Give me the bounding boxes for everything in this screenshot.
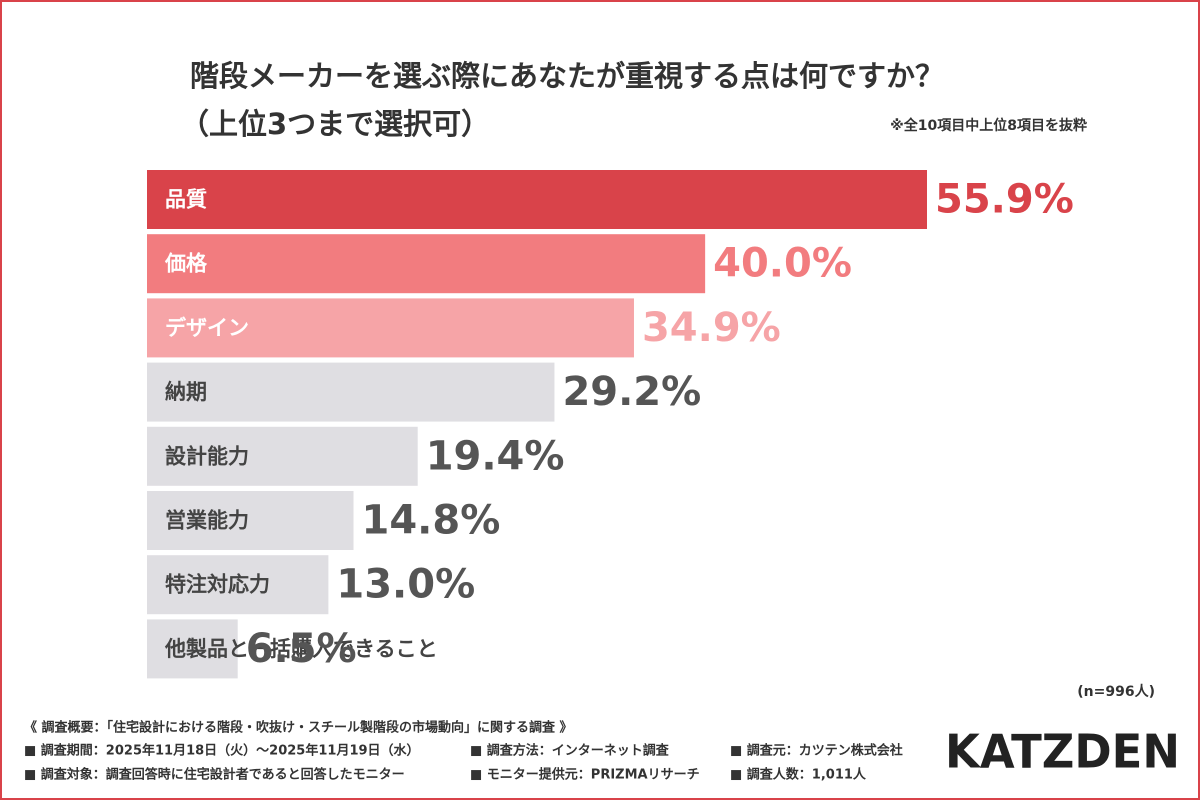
bar bbox=[147, 234, 706, 294]
value-label: 55.9% bbox=[935, 177, 1074, 223]
category-label: デザイン bbox=[165, 316, 249, 340]
footer-heading: 《 調査概要：「住宅設計における階段・吹抜け・スチール製階段の市場動向」に関する… bbox=[24, 720, 573, 736]
category-label: 特注対応力 bbox=[165, 573, 270, 597]
footer-item: ■ モニター提供元：PRIZMAリサーチ bbox=[470, 767, 700, 783]
category-label: 他製品と一括購入できること bbox=[164, 637, 438, 661]
category-label: 設計能力 bbox=[165, 444, 249, 468]
category-label: 価格 bbox=[164, 252, 208, 276]
category-label: 品質 bbox=[165, 188, 207, 212]
bar bbox=[147, 362, 555, 422]
chart-subtitle: （上位3つまで選択可） bbox=[180, 107, 490, 141]
bar bbox=[147, 426, 418, 486]
value-label: 19.4% bbox=[426, 433, 565, 479]
value-label: 14.8% bbox=[362, 498, 501, 544]
footer-item: ■ 調査期間：2025年11月18日（火）〜2025年11月19日（水） bbox=[24, 743, 420, 759]
logo: KATZDEN bbox=[945, 725, 1180, 779]
footer-item: ■ 調査方法：インターネット調査 bbox=[470, 743, 670, 759]
category-label: 納期 bbox=[165, 380, 207, 404]
value-label: 29.2% bbox=[562, 369, 701, 415]
bar bbox=[147, 555, 329, 615]
bar bbox=[147, 170, 927, 229]
bar bbox=[147, 491, 354, 550]
footer-item: ■ 調査人数：1,011人 bbox=[730, 767, 867, 783]
value-label: 40.0% bbox=[713, 241, 852, 287]
value-label: 34.9% bbox=[642, 305, 781, 351]
note: ※全10項目中上位8項目を抜粋 bbox=[890, 117, 1087, 134]
sample-size: (n=996人) bbox=[1077, 683, 1155, 700]
category-label: 営業能力 bbox=[165, 509, 249, 533]
bar bbox=[147, 619, 238, 679]
value-label: 13.0% bbox=[336, 562, 475, 608]
value-label: 6.5% bbox=[246, 626, 357, 672]
footer-item: ■ 調査対象：調査回答時に住宅設計者であると回答したモニター bbox=[24, 767, 405, 783]
footer-item: ■ 調査元：カツテン株式会社 bbox=[730, 743, 903, 759]
chart-title: 階段メーカーを選ぶ際にあなたが重視する点は何ですか？ bbox=[190, 59, 944, 93]
bar bbox=[147, 298, 634, 358]
